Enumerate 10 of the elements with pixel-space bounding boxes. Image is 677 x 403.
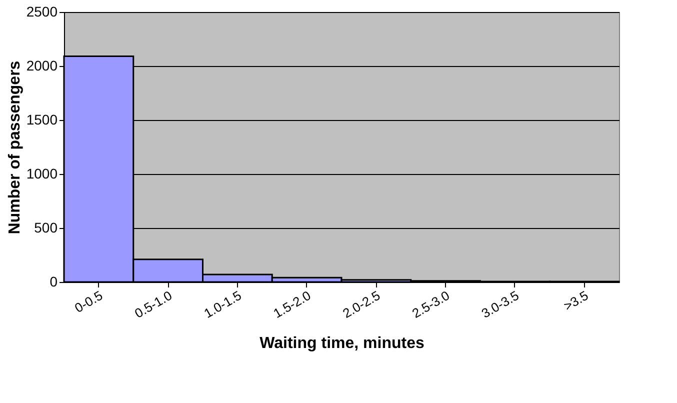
y-tick-label: 0 [50,274,58,290]
y-axis-title: Number of passengers [6,60,24,234]
x-tick-label: >3.5 [561,288,591,314]
y-tick-label: 1500 [26,112,58,128]
x-tick-label: 0-0.5 [72,288,106,316]
y-tick-label: 2000 [26,58,58,74]
y-tick-label: 2500 [26,4,58,20]
x-axis-title: Waiting time, minutes [260,334,424,352]
y-tick-label: 1000 [26,166,58,182]
y-tick-label: 500 [34,220,58,236]
